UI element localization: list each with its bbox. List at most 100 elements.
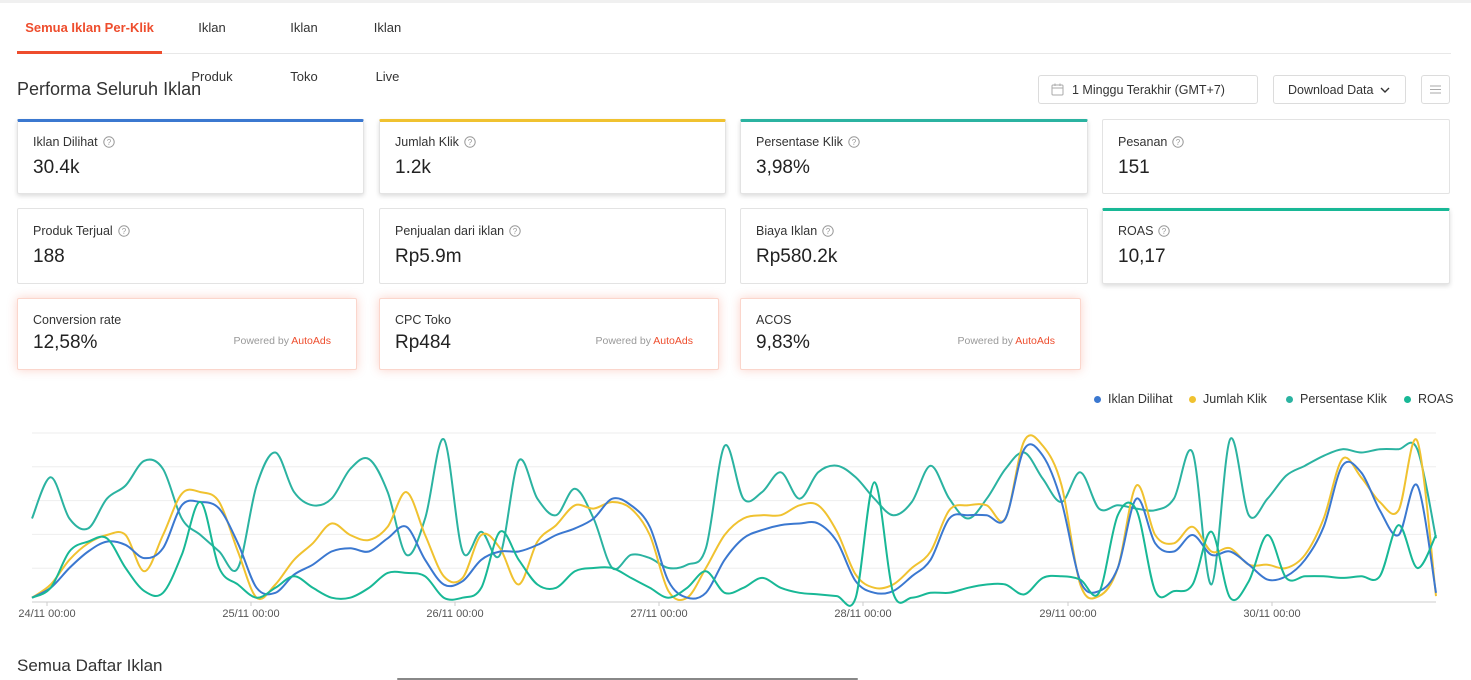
metric-label-wrap: Penjualan dari iklan?: [395, 224, 521, 238]
calendar-icon: [1051, 83, 1064, 96]
powered-by-autoads: Powered by AutoAds: [596, 335, 694, 347]
metric-label: CPC Toko: [395, 313, 451, 327]
series-line-iklan-dilihat[interactable]: [31, 443, 1437, 600]
metric-label: ROAS: [1118, 224, 1154, 238]
list-menu-icon: [1430, 83, 1441, 97]
series-line-roas[interactable]: [31, 481, 1437, 607]
help-icon[interactable]: ?: [1158, 225, 1171, 237]
help-icon[interactable]: ?: [1172, 136, 1185, 148]
help-icon[interactable]: ?: [464, 136, 476, 148]
date-range-picker[interactable]: 1 Minggu Terakhir (GMT+7): [1038, 75, 1258, 104]
metric-card-penjualan-dari-iklan[interactable]: Penjualan dari iklan? Rp5.9m: [379, 208, 726, 284]
legend-dot: [1404, 395, 1411, 403]
autoads-card-acos[interactable]: ACOS 9,83% Powered by AutoAds: [740, 298, 1081, 370]
download-data-button[interactable]: Download Data: [1273, 75, 1406, 104]
series-line-persentase-klik[interactable]: [31, 437, 1437, 586]
metric-value: 30.4k: [33, 157, 80, 178]
metric-label: Iklan Dilihat: [33, 135, 98, 149]
chevron-down-icon: [1380, 87, 1390, 93]
metric-label: Conversion rate: [33, 313, 121, 327]
legend-label: ROAS: [1418, 392, 1454, 406]
tab-iklan-live[interactable]: Iklan Live: [373, 20, 402, 84]
metric-value: Rp484: [395, 332, 451, 353]
metric-label-wrap: Biaya Iklan?: [756, 224, 834, 238]
svg-text:?: ?: [852, 138, 857, 147]
legend-label: Persentase Klik: [1300, 392, 1387, 406]
legend-dot: [1189, 395, 1196, 403]
x-tick-label: 30/11 00:00: [1243, 608, 1300, 620]
metric-card-pesanan[interactable]: Pesanan? 151: [1102, 119, 1450, 194]
date-range-label: 1 Minggu Terakhir (GMT+7): [1072, 82, 1225, 97]
help-icon[interactable]: ?: [822, 225, 834, 237]
powered-by-autoads: Powered by AutoAds: [234, 335, 332, 347]
svg-text:?: ?: [513, 227, 518, 236]
help-icon[interactable]: ?: [117, 225, 130, 237]
metric-label-wrap: ROAS?: [1118, 224, 1171, 238]
series-line-jumlah-klik[interactable]: [31, 434, 1437, 602]
autoads-link[interactable]: AutoAds: [1015, 335, 1055, 347]
ad-type-tabs: Semua Iklan Per-Klik Iklan Produk Iklan …: [17, 3, 1451, 84]
metric-value: 188: [33, 246, 65, 267]
download-data-label: Download Data: [1288, 82, 1374, 97]
svg-text:?: ?: [468, 138, 473, 147]
svg-text:?: ?: [106, 138, 111, 147]
metric-card-produk-terjual[interactable]: Produk Terjual? 188: [17, 208, 364, 284]
metric-card-persentase-klik[interactable]: Persentase Klik? 3,98%: [740, 119, 1088, 194]
tab-iklan-produk[interactable]: Iklan Produk: [191, 20, 233, 84]
metric-value: Rp5.9m: [395, 246, 462, 267]
list-menu-button[interactable]: [1421, 75, 1450, 104]
metric-value: 10,17: [1118, 246, 1166, 267]
metric-label: Jumlah Klik: [395, 135, 459, 149]
x-tick-label: 27/11 00:00: [630, 608, 687, 620]
metric-value: 12,58%: [33, 332, 98, 353]
autoads-card-cpc-toko[interactable]: CPC Toko Rp484 Powered by AutoAds: [379, 298, 719, 370]
help-icon[interactable]: ?: [102, 136, 115, 148]
powered-by-text: Powered by: [957, 335, 1013, 347]
performance-line-chart[interactable]: 24/11 00:00 25/11 00:00 26/11 00:00 27/11 0…: [0, 420, 1471, 630]
metric-label: Penjualan dari iklan: [395, 224, 505, 238]
x-tick-label: 26/11 00:00: [426, 608, 483, 620]
legend-item-iklan-dilihat[interactable]: Iklan Dilihat: [1094, 392, 1173, 406]
autoads-link[interactable]: AutoAds: [291, 335, 331, 347]
powered-by-text: Powered by: [233, 335, 289, 347]
metric-value: 9,83%: [756, 332, 810, 353]
autoads-card-conversion-rate[interactable]: Conversion rate 12,58% Powered by AutoAd…: [17, 298, 357, 370]
legend-item-jumlah-klik[interactable]: Jumlah Klik: [1189, 392, 1267, 406]
metric-label: Persentase Klik: [756, 135, 843, 149]
metric-label: Pesanan: [1118, 135, 1168, 149]
top-strip: [0, 0, 1471, 3]
metric-card-biaya-iklan[interactable]: Biaya Iklan? Rp580.2k: [740, 208, 1088, 284]
legend-label: Iklan Dilihat: [1108, 392, 1173, 406]
metric-value: 1.2k: [395, 157, 431, 178]
autoads-link[interactable]: AutoAds: [653, 335, 693, 347]
metric-card-iklan-dilihat[interactable]: Iklan Dilihat? 30.4k: [17, 119, 364, 194]
metric-label-text: ACOS: [756, 313, 792, 327]
metric-card-roas[interactable]: ROAS? 10,17: [1102, 208, 1450, 284]
tab-semua-iklan-per-klik[interactable]: Semua Iklan Per-Klik: [17, 3, 162, 54]
legend-label: Jumlah Klik: [1203, 392, 1267, 406]
help-icon[interactable]: ?: [509, 225, 521, 237]
metric-card-jumlah-klik[interactable]: Jumlah Klik? 1.2k: [379, 119, 726, 194]
metric-value: Rp580.2k: [756, 246, 838, 267]
section-title-semua-daftar-iklan: Semua Daftar Iklan: [17, 656, 163, 675]
metric-label: ACOS: [756, 313, 791, 327]
metric-label-wrap: Produk Terjual?: [33, 224, 130, 238]
metric-label-text: Conversion rate: [33, 313, 122, 327]
metric-label-wrap: Jumlah Klik?: [395, 135, 476, 149]
page-title: Performa Seluruh Iklan: [17, 79, 202, 99]
metric-label: Produk Terjual: [33, 224, 113, 238]
legend-item-persentase-klik[interactable]: Persentase Klik: [1286, 392, 1387, 406]
x-tick-label: 28/11 00:00: [834, 608, 891, 620]
metric-value: 151: [1118, 157, 1150, 178]
metric-label-text: CPC Toko: [395, 313, 452, 327]
legend-item-roas[interactable]: ROAS: [1404, 392, 1453, 406]
x-tick-label: 29/11 00:00: [1039, 608, 1096, 620]
metric-label-wrap: Persentase Klik?: [756, 135, 860, 149]
legend-dot: [1286, 395, 1293, 403]
powered-by-autoads: Powered by AutoAds: [958, 335, 1056, 347]
metric-value: 3,98%: [756, 157, 810, 178]
tab-iklan-toko[interactable]: Iklan Toko: [290, 20, 318, 84]
horizontal-scrollbar[interactable]: [397, 678, 858, 680]
svg-text:?: ?: [121, 227, 126, 236]
help-icon[interactable]: ?: [848, 136, 860, 148]
